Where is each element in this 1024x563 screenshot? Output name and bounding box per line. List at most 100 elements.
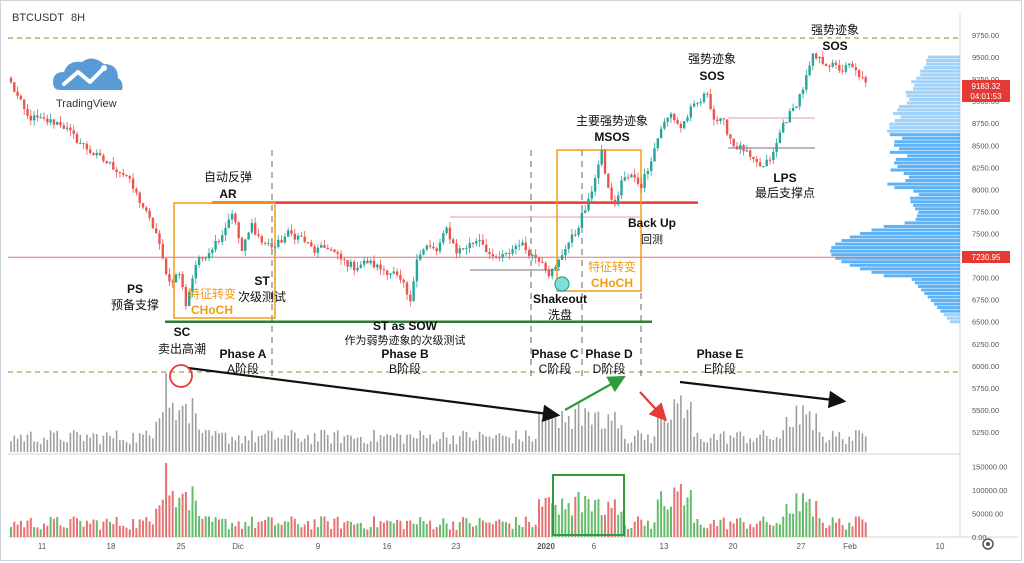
candle-body [412, 281, 415, 302]
volume-bar-grey [495, 434, 497, 452]
price-tick: 6000.00 [972, 362, 999, 371]
candle-body [650, 161, 653, 172]
volume-bar [683, 505, 686, 537]
candle-body [329, 249, 333, 251]
profile-bar [897, 108, 960, 112]
volume-bar [382, 522, 385, 537]
label-st-sow-cn: 作为弱势迹象的次级测试 [345, 333, 466, 347]
candle-body [458, 248, 461, 254]
candle-body [518, 245, 521, 247]
candle-body [455, 243, 458, 254]
profile-bar [883, 224, 960, 228]
candle-body [353, 261, 356, 271]
volume-bar-grey [20, 434, 22, 452]
volume-bar-grey [379, 435, 382, 452]
label-sos2: SOS [822, 39, 847, 53]
volume-bar-grey [624, 438, 626, 452]
time-tick: 18 [107, 542, 116, 551]
volume-bar [521, 527, 524, 537]
volume-bar [686, 497, 689, 537]
candle-body [567, 242, 570, 249]
volume-bar-grey [749, 438, 751, 452]
volume-bar-grey [525, 430, 527, 452]
volume-bar-grey [574, 409, 577, 452]
candle-body [537, 257, 541, 262]
volume-bar [52, 518, 55, 537]
volume-bar-grey [855, 430, 857, 452]
volume-bar [389, 521, 392, 537]
volume-bar [386, 520, 389, 537]
volume-bar [749, 524, 752, 537]
time-tick: Dic [232, 542, 244, 551]
label-phase-a-cn: A阶段 [227, 361, 259, 376]
candle-body [613, 199, 617, 205]
volume-bar [554, 504, 557, 537]
volume-bar-grey [224, 432, 227, 452]
volume-bar [323, 516, 326, 537]
volume-bar-grey [841, 439, 844, 452]
candle-body [75, 133, 79, 144]
volume-bar [736, 518, 738, 537]
volume-bar-grey [244, 435, 247, 452]
volume-bar-grey [452, 435, 454, 452]
candle-body [851, 63, 854, 68]
candle-body [171, 281, 174, 283]
candle-body [772, 151, 775, 161]
volume-bar-grey [584, 408, 586, 452]
volume-bar-grey [597, 411, 600, 452]
volume-bar [165, 462, 168, 537]
volume-bar [168, 495, 171, 537]
candle-body [683, 121, 686, 129]
candle-body [376, 264, 379, 268]
volume-bar [653, 522, 656, 537]
volume-bar-grey [779, 438, 781, 452]
volume-bar-grey [521, 441, 524, 452]
label-choch: CHoCH [191, 303, 233, 317]
price-tick: 8000.00 [972, 185, 999, 194]
gear-icon[interactable] [982, 538, 994, 550]
volume-bar [620, 511, 623, 537]
volume-bar [343, 522, 346, 537]
volume-bar [102, 521, 105, 537]
profile-bar [894, 161, 960, 165]
profile-bar [835, 242, 960, 246]
candle-body [795, 106, 798, 109]
candle-body [435, 248, 438, 252]
volume-bar [472, 526, 474, 537]
volume-bar-grey [10, 441, 12, 452]
candle-body [293, 233, 296, 240]
volume-bar-grey [353, 438, 355, 452]
volume-bar [125, 527, 128, 537]
volume-bar-grey [135, 442, 138, 452]
candle-body [52, 119, 56, 125]
volume-bar [264, 519, 267, 537]
volume-bar [630, 527, 633, 537]
time-tick: 2020 [537, 542, 555, 551]
candle-body [686, 117, 689, 122]
volume-bar-grey [445, 437, 448, 452]
volume-bar-grey [396, 433, 398, 452]
profile-bar [906, 94, 960, 98]
volume-bar [752, 527, 755, 537]
volume-bar [584, 495, 587, 537]
candle-body [270, 243, 273, 248]
candle-body [362, 260, 366, 265]
candle-body [240, 238, 244, 251]
profile-bar [889, 126, 960, 130]
profile-bar [894, 140, 960, 144]
volume-bar [785, 504, 788, 537]
volume-bar [587, 499, 590, 537]
candle-body [739, 145, 742, 150]
profile-bar [849, 263, 960, 267]
volume-bar-grey [393, 437, 395, 452]
volume-profile [830, 55, 960, 324]
price-tick: 6750.00 [972, 296, 999, 305]
candle-body [742, 145, 745, 152]
candle-body [765, 159, 768, 166]
volume-bar-grey [435, 441, 438, 452]
candle-body [679, 123, 683, 129]
candle-body [303, 236, 306, 243]
volume-bar-grey [534, 438, 537, 452]
volume-tick: 150000.00 [972, 463, 1007, 472]
volume-bar-grey [726, 443, 728, 452]
